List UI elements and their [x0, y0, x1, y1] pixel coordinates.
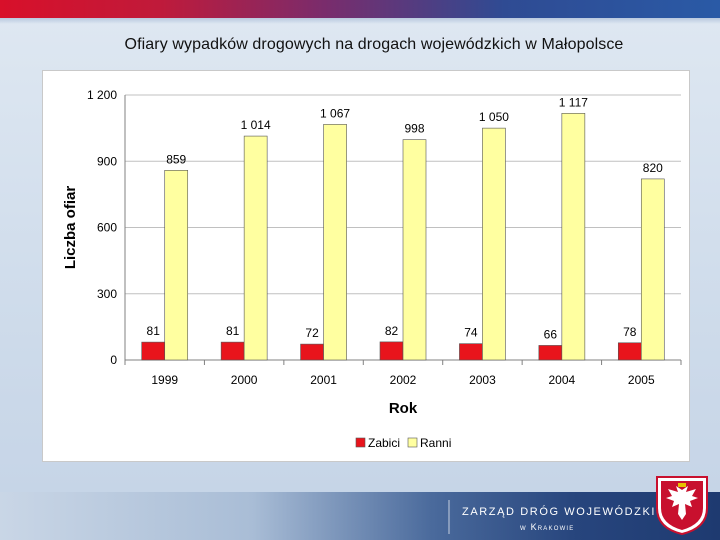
- footer-divider: [448, 500, 450, 534]
- bar-ranni: [164, 170, 189, 361]
- legend-label-ranni: Ranni: [420, 436, 451, 450]
- x-tick-label: 1999: [151, 373, 178, 387]
- x-tick-label: 2000: [231, 373, 258, 387]
- x-axis-title: Rok: [389, 400, 418, 417]
- data-label: 72: [305, 326, 319, 340]
- bar-zabici: [141, 341, 166, 361]
- y-tick-label: 600: [97, 221, 117, 235]
- x-tick-label: 2005: [628, 373, 655, 387]
- data-label: 74: [464, 326, 478, 340]
- footer-organization-name: ZARZĄD DRÓG WOJEWÓDZKICH: [462, 506, 676, 518]
- data-label: 1 117: [559, 95, 588, 109]
- legend-swatch-ranni: [407, 437, 418, 448]
- bar-zabici: [538, 345, 563, 361]
- slide-title: Ofiary wypadków drogowych na drogach woj…: [124, 36, 624, 53]
- data-label: 81: [226, 324, 240, 338]
- data-label: 1 050: [479, 110, 509, 124]
- bar-zabici: [379, 341, 404, 361]
- bar-ranni: [323, 124, 347, 361]
- data-label: 859: [166, 152, 186, 166]
- chart-frame: 0 300 600 900 1 200 81 859 1999 81 1 014 2000 72 1 0…: [42, 70, 690, 462]
- bar-ranni: [243, 135, 268, 361]
- x-tick-label: 2001: [310, 373, 337, 387]
- data-label: 998: [404, 122, 424, 136]
- data-label: 81: [147, 324, 161, 338]
- bar-zabici: [617, 342, 642, 361]
- data-label: 1 067: [320, 106, 350, 120]
- legend-swatch-zabici: [355, 437, 366, 448]
- malopolska-coat-of-arms-icon: [656, 476, 708, 536]
- bar-zabici: [300, 343, 324, 361]
- legend-label-zabici: Zabici: [368, 436, 400, 450]
- bar-zabici: [220, 341, 245, 361]
- top-color-band: [0, 0, 720, 24]
- x-tick-label: 2003: [469, 373, 496, 387]
- footer-band: [0, 492, 720, 540]
- bar-ranni: [482, 127, 506, 361]
- bar-ranni: [640, 178, 665, 361]
- y-tick-label: 900: [97, 154, 117, 168]
- data-label: 1 014: [241, 118, 271, 132]
- bar-chart: 0 300 600 900 1 200 81 859 1999 81 1 014 2000 72 1 0…: [62, 88, 682, 450]
- bar-ranni: [402, 139, 427, 361]
- y-tick-label: 1 200: [87, 88, 117, 102]
- y-tick-label: 0: [110, 353, 117, 367]
- data-label: 820: [643, 161, 663, 175]
- data-label: 78: [623, 325, 637, 339]
- y-tick-label: 300: [97, 287, 117, 301]
- y-axis-title: Liczba ofiar: [62, 186, 79, 270]
- bar-ranni: [561, 113, 586, 361]
- data-label: 82: [385, 324, 399, 338]
- data-label: 66: [544, 327, 558, 341]
- bar-zabici: [459, 343, 483, 361]
- x-tick-label: 2002: [390, 373, 417, 387]
- footer-organization-city: w Krakowie: [520, 522, 575, 532]
- x-tick-label: 2004: [549, 373, 576, 387]
